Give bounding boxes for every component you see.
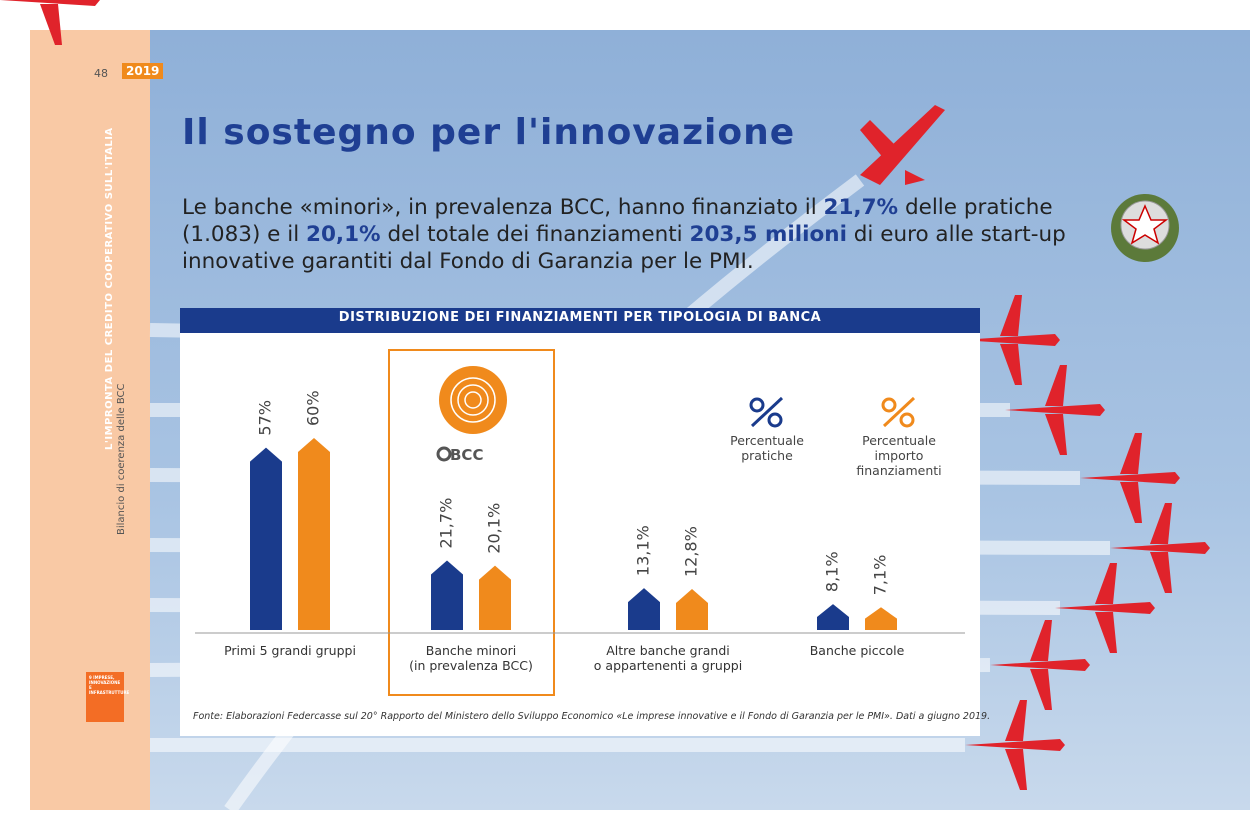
emblem [1111, 194, 1179, 262]
bcc-logo-text: BCC [450, 446, 484, 464]
legend-icons [749, 396, 916, 428]
value-label: 12,8% [682, 526, 701, 577]
chart-header [180, 308, 980, 333]
lead-segment: del totale dei finanziamenti [380, 222, 690, 247]
lead-paragraph: Le banche «minori», in prevalenza BCC, h… [182, 194, 1082, 275]
x-category-label: Banche minori (in prevalenza BCC) [371, 643, 571, 673]
bcc-fingerprint [439, 366, 507, 434]
x-category-label: Altre banche grandi o appartenenti a grup… [568, 643, 768, 673]
bar [298, 438, 330, 630]
legend-entry: Percentuale pratiche [730, 433, 804, 463]
bar [676, 589, 708, 630]
lead-segment: 203,5 milioni [689, 222, 847, 247]
source-note: Fonte: Elaborazioni Federcasse sul 20° R… [193, 711, 991, 722]
bar [250, 447, 282, 630]
category-line: Altre banche grandi [606, 643, 730, 658]
page-number: 48 [94, 67, 108, 80]
year-badge: 2019 [122, 63, 164, 79]
value-label: 7,1% [871, 555, 890, 596]
bar [817, 604, 849, 630]
bar [479, 565, 511, 630]
lead-segment: 20,1% [306, 222, 381, 247]
value-label: 13,1% [634, 525, 653, 576]
value-label: 20,1% [485, 503, 504, 554]
lead-segment: di euro alle start-up innovative garanti… [182, 222, 1066, 274]
legend-entry: Percentuale importo finanziamenti [856, 433, 942, 478]
bar [628, 588, 660, 630]
value-label: 8,1% [823, 551, 842, 592]
lead-segment: delle pratiche (1.083) e il [182, 195, 1053, 247]
title: Il sostegno per l'innovazione [182, 112, 796, 153]
category-line: o appartenenti a gruppi [593, 658, 743, 673]
x-category-label: Banche piccole [757, 643, 957, 658]
highlight-box [388, 349, 555, 696]
category-line: Banche piccole [809, 643, 905, 658]
category-line: (in prevalenza BCC) [409, 658, 533, 673]
value-label: 60% [304, 390, 323, 426]
bar [865, 607, 897, 630]
x-category-label: Primi 5 grandi gruppi [190, 643, 390, 658]
side-subtitle: Bilancio di coerenza delle BCC [116, 383, 127, 535]
lead-segment: 21,7% [823, 195, 899, 220]
planes [0, 0, 1210, 790]
lead-segment: Le banche «minori», in prevalenza BCC, h… [182, 195, 824, 220]
bars: 57% 60% 21,7% 20,1% 13,1% 12,8% 8,1% 7,1% [250, 390, 897, 630]
chart-title: DISTRIBUZIONE DEI FINANZIAMENTI PER TIPO… [338, 310, 822, 325]
bar [431, 560, 463, 630]
sdg-label: 9 IMPRESE, INNOVAZIONE E INFRASTRUTTURE [89, 675, 130, 695]
fingerprint-lines [450, 377, 496, 423]
side-title: L'IMPRONTA DEL CREDITO COOPERATIVO SULL'… [104, 127, 115, 450]
value-label: 21,7% [437, 498, 456, 549]
category-line: Primi 5 grandi gruppi [224, 643, 356, 658]
sdg-icon [86, 672, 124, 722]
category-line: Banche minori [425, 643, 517, 658]
value-label: 57% [256, 400, 275, 436]
bcc-mark [436, 446, 452, 462]
